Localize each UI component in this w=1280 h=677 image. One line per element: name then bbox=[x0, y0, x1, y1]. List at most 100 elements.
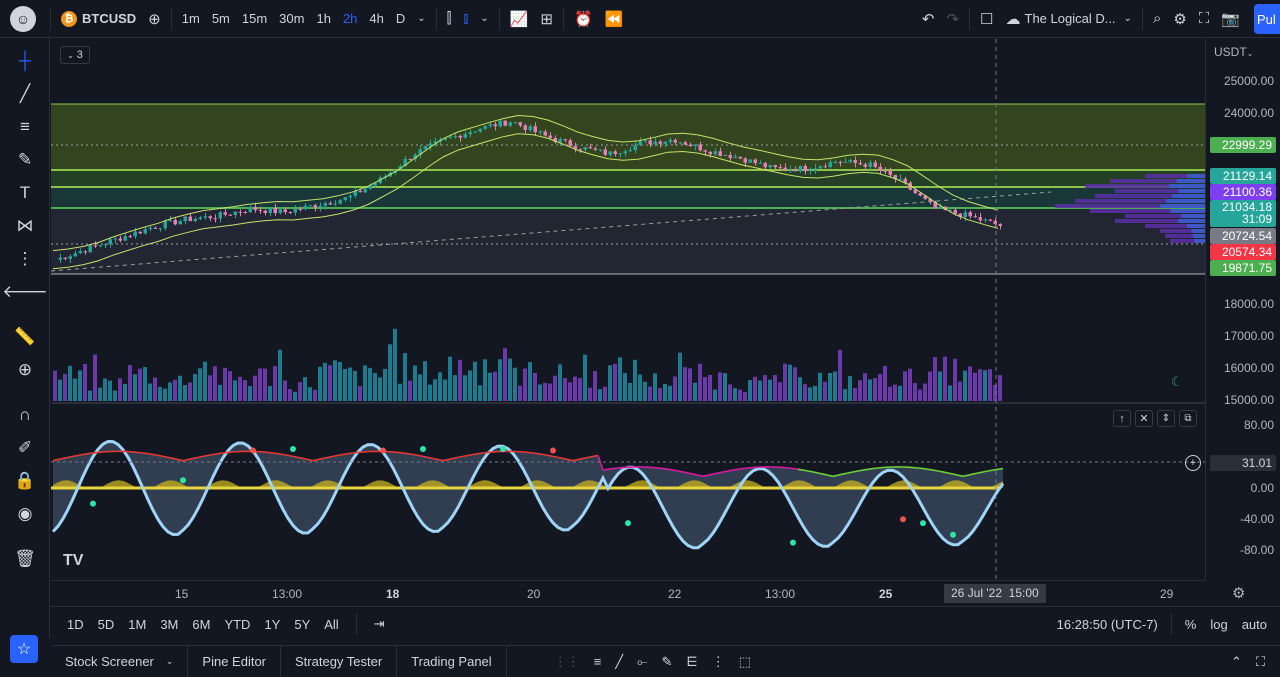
clock-timezone[interactable]: 16:28:50 (UTC-7) bbox=[1056, 616, 1158, 632]
templates-button[interactable]: ⊞ bbox=[534, 0, 559, 38]
bars-style-button[interactable]: ⫿ bbox=[441, 0, 458, 38]
interval-1h[interactable]: 1h bbox=[316, 11, 331, 26]
lock-drawing-icon[interactable]: ✐ bbox=[17, 438, 33, 457]
volume-profile-row-up bbox=[1176, 179, 1205, 183]
magnet-icon[interactable]: ∩ bbox=[18, 405, 32, 424]
currency-selector[interactable]: USDT⌄ bbox=[1214, 45, 1253, 59]
range-all[interactable]: All bbox=[324, 616, 339, 632]
tab-stock-screener[interactable]: Stock Screener ⌄ bbox=[51, 645, 189, 677]
candle-body bbox=[843, 161, 847, 163]
osc-top-line bbox=[547, 454, 554, 458]
ruler-tool-icon[interactable]: 📏 bbox=[14, 327, 36, 346]
eye-icon[interactable]: ◉ bbox=[17, 504, 33, 523]
snapshot-button[interactable]: 📷 bbox=[1215, 0, 1246, 38]
drag-handle-icon[interactable]: ⋮⋮ bbox=[553, 653, 580, 669]
fib-tool-icon[interactable]: ≡ bbox=[20, 117, 30, 136]
interval-4h[interactable]: 4h bbox=[369, 11, 384, 26]
range-6m[interactable]: 6M bbox=[192, 616, 211, 632]
alert-button[interactable]: ⏰ bbox=[568, 0, 599, 38]
tab-strategy-tester[interactable]: Strategy Tester bbox=[281, 645, 398, 677]
indicators-button[interactable]: 📈 bbox=[504, 0, 535, 38]
volume-bar bbox=[613, 363, 617, 401]
fullscreen-button[interactable]: ⛶ bbox=[1193, 0, 1216, 38]
brush-tool-icon[interactable]: ✎ bbox=[661, 653, 673, 669]
collapse-panel-icon[interactable]: ⌃ bbox=[1230, 653, 1242, 669]
range-1y[interactable]: 1Y bbox=[264, 616, 281, 632]
star-icon[interactable]: ☆ bbox=[10, 635, 38, 663]
interval-30m[interactable]: 30m bbox=[279, 11, 305, 26]
range-ytd[interactable]: YTD bbox=[224, 616, 251, 632]
price-axis[interactable]: USDT⌄ 25000.00 24000.00 22999.29 21129.1… bbox=[1205, 39, 1280, 580]
prediction-tool-icon[interactable]: ⋮ bbox=[16, 249, 34, 268]
horizontal-line-icon[interactable]: ⟜ bbox=[637, 653, 648, 669]
add-plus-icon[interactable]: + bbox=[1185, 455, 1201, 471]
log-toggle[interactable]: log bbox=[1210, 616, 1228, 632]
volume-bar bbox=[633, 359, 637, 401]
compare-symbol-button[interactable]: ⊕ bbox=[142, 0, 167, 38]
tab-pine-editor[interactable]: Pine Editor bbox=[188, 645, 282, 677]
goto-date-icon[interactable]: ⇥ bbox=[373, 616, 385, 631]
osc-top-line bbox=[842, 472, 849, 475]
maximize-icon[interactable]: ⧉ bbox=[1179, 410, 1197, 427]
redo-button[interactable]: ↷ bbox=[940, 0, 965, 38]
symbol-search-button[interactable]: ₿ BTCUSD bbox=[55, 0, 142, 38]
brush-tool-icon[interactable]: ✎ bbox=[17, 150, 33, 169]
osc-top-line bbox=[587, 455, 594, 459]
volume-bar bbox=[763, 375, 767, 401]
replay-button[interactable]: ⏪ bbox=[599, 0, 630, 38]
tab-trading-panel[interactable]: Trading Panel bbox=[397, 645, 507, 677]
range-5y[interactable]: 5Y bbox=[294, 616, 311, 632]
trendline-tool-icon[interactable]: ╱ bbox=[19, 84, 31, 103]
trendline-tool-icon[interactable]: ╱ bbox=[615, 653, 624, 669]
layout-select-button[interactable]: ☐ bbox=[974, 0, 999, 38]
chart-svg[interactable]: TV ☾ bbox=[51, 39, 1205, 580]
percent-toggle[interactable]: % bbox=[1184, 616, 1197, 632]
settings-button[interactable]: ⚙ bbox=[1167, 0, 1192, 38]
layout-name-button[interactable]: ☁ The Logical D... ⌄ bbox=[1000, 0, 1138, 38]
ma-upper-line bbox=[52, 114, 999, 252]
interval-15m[interactable]: 15m bbox=[241, 11, 268, 26]
zoom-in-icon[interactable]: ⊕ bbox=[17, 360, 33, 379]
fib-tool-icon[interactable]: ≡ bbox=[593, 654, 602, 669]
interval-d[interactable]: D bbox=[395, 11, 406, 26]
volume-bar bbox=[723, 373, 727, 401]
range-1m[interactable]: 1M bbox=[128, 616, 147, 632]
trash-icon[interactable]: 🗑 bbox=[14, 549, 36, 568]
range-1d[interactable]: 1D bbox=[67, 616, 84, 632]
collapse-icon[interactable]: ⇕ bbox=[1157, 410, 1175, 427]
candles-style-button[interactable]: ⫾ bbox=[457, 0, 474, 38]
user-avatar-icon[interactable]: ☺ bbox=[10, 5, 36, 32]
back-arrow-icon[interactable]: 🡐 bbox=[2, 282, 48, 301]
auto-toggle[interactable]: auto bbox=[1241, 616, 1267, 632]
candle-body bbox=[913, 189, 917, 194]
publish-button[interactable]: Pul bbox=[1254, 4, 1280, 34]
chart-style-dropdown[interactable]: ⌄ bbox=[474, 0, 494, 38]
time-axis[interactable]: 15 13:00 18 20 22 13:00 25 26 Jul '22 15… bbox=[51, 580, 1245, 605]
move-up-icon[interactable]: ↑ bbox=[1113, 410, 1131, 427]
pattern-tool-icon[interactable]: ⋈ bbox=[16, 216, 34, 235]
undo-button[interactable]: ↶ bbox=[916, 0, 941, 38]
interval-dropdown[interactable]: ⌄ bbox=[411, 0, 431, 38]
maximize-panel-icon[interactable]: ⛶ bbox=[1255, 653, 1265, 669]
interval-1m[interactable]: 1m bbox=[181, 11, 200, 26]
axis-settings-gear-icon[interactable]: ⚙ bbox=[1232, 585, 1246, 602]
interval-5m[interactable]: 5m bbox=[211, 11, 230, 26]
rectangle-tool-icon[interactable]: ⬚ bbox=[738, 653, 752, 669]
osc-top-line bbox=[717, 471, 724, 474]
range-3m[interactable]: 3M bbox=[160, 616, 179, 632]
lock-icon[interactable]: 🔒 bbox=[14, 471, 36, 490]
channel-tool-icon[interactable]: ⋿ bbox=[686, 653, 698, 669]
chart-canvas[interactable]: TV ☾ ⌄ 3 ↑ ✕ ⇕ ⧉ + bbox=[51, 39, 1205, 580]
osc-top-line bbox=[742, 467, 749, 470]
candle-body bbox=[363, 188, 367, 193]
range-5d[interactable]: 5D bbox=[97, 616, 115, 632]
volume-bar bbox=[978, 369, 982, 401]
crosshair-tool-icon[interactable]: ┼ bbox=[18, 51, 32, 70]
search-button[interactable]: ⌕ bbox=[1147, 0, 1167, 38]
legend-toggle-button[interactable]: ⌄ 3 bbox=[60, 46, 90, 64]
close-icon[interactable]: ✕ bbox=[1135, 410, 1153, 427]
text-tool-icon[interactable]: T bbox=[19, 183, 31, 202]
ranges-tool-icon[interactable]: ⋮ bbox=[711, 653, 725, 669]
volume-bar bbox=[688, 368, 692, 401]
interval-2h[interactable]: 2h bbox=[342, 11, 358, 26]
